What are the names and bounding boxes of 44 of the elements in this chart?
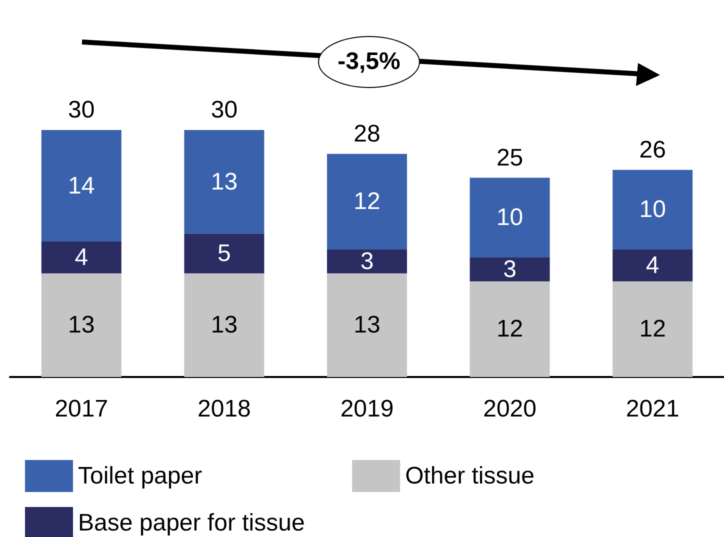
legend-label: Base paper for tissue xyxy=(78,510,305,536)
x-tick-label: 2020 xyxy=(483,396,536,422)
data-label: 3 xyxy=(360,248,374,275)
data-label: 13 xyxy=(210,312,238,339)
data-label: 14 xyxy=(68,172,95,200)
x-tick-label: 2021 xyxy=(626,396,680,422)
data-label: 4 xyxy=(74,244,88,271)
bar xyxy=(612,250,693,282)
data-label: 4 xyxy=(646,252,660,279)
bar xyxy=(41,130,122,242)
bar xyxy=(327,154,407,250)
legend-label: Toilet paper xyxy=(78,462,202,490)
legend-label: Other tissue xyxy=(405,462,534,490)
text: -3,5% xyxy=(318,36,420,88)
bar xyxy=(612,170,693,250)
data-label: 13 xyxy=(210,168,238,196)
bar xyxy=(327,273,407,377)
total-label: 30 xyxy=(210,96,238,124)
total-label: 25 xyxy=(496,144,524,172)
data-label: 12 xyxy=(639,316,666,343)
total-label: 28 xyxy=(354,120,380,148)
data-label: 5 xyxy=(218,240,231,267)
bar xyxy=(184,130,264,234)
bar xyxy=(470,178,550,258)
data-label: 10 xyxy=(496,204,524,232)
data-label: 13 xyxy=(68,312,95,339)
bar xyxy=(470,281,550,377)
bar xyxy=(184,273,264,377)
total-label: 30 xyxy=(68,96,95,124)
bar xyxy=(470,257,550,282)
bar xyxy=(327,250,407,274)
data-label: 12 xyxy=(354,188,380,216)
bar xyxy=(612,281,693,377)
data-label: 13 xyxy=(354,312,380,339)
data-label: 10 xyxy=(639,196,666,224)
data-label: 12 xyxy=(496,316,524,343)
bar xyxy=(41,242,122,274)
data-label: 3 xyxy=(503,256,516,283)
bar xyxy=(41,273,122,377)
x-tick-label: 2018 xyxy=(198,396,251,422)
x-tick-label: 2019 xyxy=(340,396,394,422)
bar xyxy=(184,234,264,274)
x-tick-label: 2017 xyxy=(54,396,108,422)
total-label: 26 xyxy=(639,136,666,164)
